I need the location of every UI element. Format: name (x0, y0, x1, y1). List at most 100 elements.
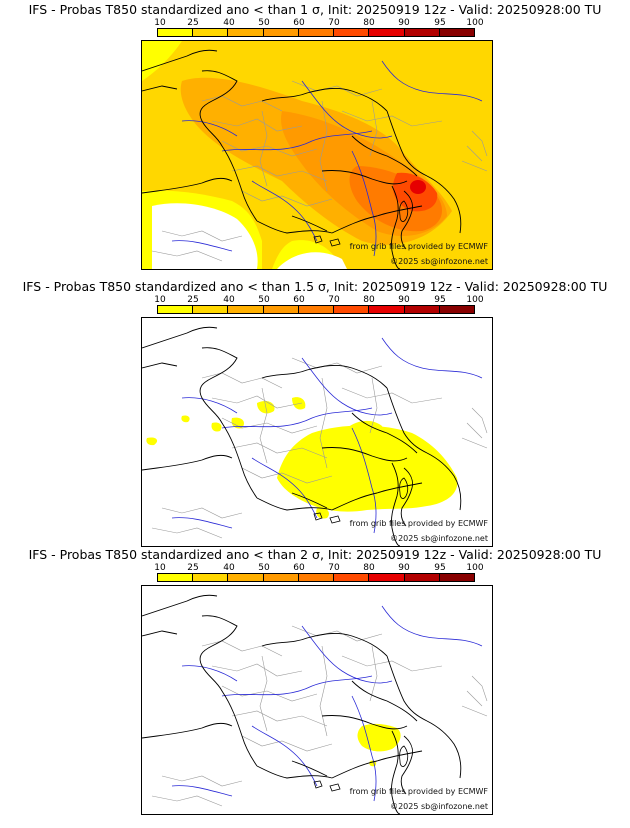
field-layer (181, 415, 190, 423)
legend-swatch (439, 306, 474, 313)
river-line (351, 150, 377, 257)
map-panel-1: IFS - Probas T850 standardized ano < tha… (0, 2, 630, 272)
legend-tick: 80 (363, 18, 375, 28)
coastline (331, 750, 423, 779)
admin-boundaries (151, 80, 488, 262)
river-line (351, 695, 377, 802)
coastline (199, 70, 258, 222)
probability-map: from grib files provided by ECMWF ©2025 … (141, 40, 493, 270)
legend-tick: 100 (466, 295, 484, 305)
admin-line (291, 625, 383, 642)
legend-tick: 90 (398, 18, 410, 28)
admin-line (369, 645, 378, 702)
legend-swatch (228, 29, 264, 36)
probability-map: from grib files provided by ECMWF ©2025 … (141, 585, 493, 815)
legend-tick: 40 (223, 18, 235, 28)
field-layer (357, 723, 401, 752)
legend-swatch (158, 574, 194, 581)
legend-tick: 25 (187, 18, 199, 28)
admin-line (231, 710, 328, 727)
probability-fields (142, 586, 492, 814)
rivers (171, 60, 483, 257)
coastline (256, 220, 333, 234)
country-border (386, 110, 428, 177)
island-outline (313, 780, 323, 789)
river-line (251, 180, 318, 242)
coastline (256, 765, 333, 779)
field-layer (316, 507, 329, 519)
rivers (171, 605, 483, 802)
admin-line (161, 507, 243, 519)
country-border (386, 655, 428, 722)
legend-tick: 80 (363, 563, 375, 573)
admin-line (341, 655, 443, 672)
source-credit: from grib files provided by ECMWF (349, 787, 488, 796)
borders-coastlines (142, 49, 462, 269)
probability-fields (142, 41, 492, 269)
legend-swatch (334, 306, 370, 313)
country-border (321, 715, 408, 730)
legend-swatch (263, 574, 299, 581)
coastline (331, 482, 423, 511)
admin-line (201, 640, 283, 657)
legend-swatch (369, 574, 405, 581)
legend-tick: 25 (187, 295, 199, 305)
legend-swatch (369, 306, 405, 313)
color-legend-bar (157, 573, 475, 582)
legend-tick: 25 (187, 563, 199, 573)
legend-ticks: 10 25 40 50 60 70 80 90 95 100 (150, 18, 500, 28)
admin-line (369, 100, 378, 157)
island-outline (399, 745, 409, 767)
country-border (351, 680, 418, 722)
field-layer (211, 422, 222, 432)
country-border (291, 760, 328, 777)
admin-line (161, 775, 243, 787)
coastline (199, 347, 258, 499)
river-line (381, 60, 483, 102)
map-panel-2: IFS - Probas T850 standardized ano < tha… (0, 279, 630, 549)
legend-tick: 10 (154, 295, 166, 305)
river-line (301, 80, 393, 139)
admin-line (211, 663, 303, 677)
legend-swatch (439, 574, 474, 581)
river-line (181, 120, 238, 137)
legend-tick: 90 (398, 295, 410, 305)
admin-line (341, 110, 443, 127)
island-outline (329, 238, 341, 247)
legend-tick: 10 (154, 18, 166, 28)
legend-tick: 95 (434, 563, 446, 573)
map-svg (142, 41, 492, 269)
admin-line (161, 230, 243, 242)
river-line (301, 625, 393, 684)
legend-ticks: 10 25 40 50 60 70 80 90 95 100 (150, 563, 500, 573)
legend-tick: 100 (466, 563, 484, 573)
field-layer (349, 166, 442, 232)
admin-line (231, 442, 328, 459)
panel-title: IFS - Probas T850 standardized ano < tha… (28, 2, 602, 17)
admin-line (231, 165, 328, 182)
island-outline (399, 477, 409, 499)
coastline (391, 185, 401, 269)
islands (313, 200, 409, 247)
legend-swatch (193, 306, 229, 313)
rivers (171, 337, 483, 534)
legend-swatch (193, 574, 229, 581)
island-outline (313, 512, 323, 521)
admin-line (319, 645, 328, 737)
country-border (426, 720, 462, 779)
admin-line (151, 795, 223, 807)
borders-coastlines (142, 594, 462, 814)
field-layer (410, 180, 426, 194)
country-border (386, 387, 428, 454)
coastline (142, 454, 233, 471)
legend-swatch (298, 574, 335, 581)
legend-tick: 70 (328, 18, 340, 28)
island-outline (329, 515, 341, 524)
admin-line (241, 467, 333, 484)
admin-line (201, 372, 283, 389)
map-panel-3: IFS - Probas T850 standardized ano < tha… (0, 547, 630, 817)
legend-tick: 50 (258, 18, 270, 28)
admin-line (259, 387, 268, 464)
coastline (256, 497, 333, 511)
legend-tick: 40 (223, 563, 235, 573)
